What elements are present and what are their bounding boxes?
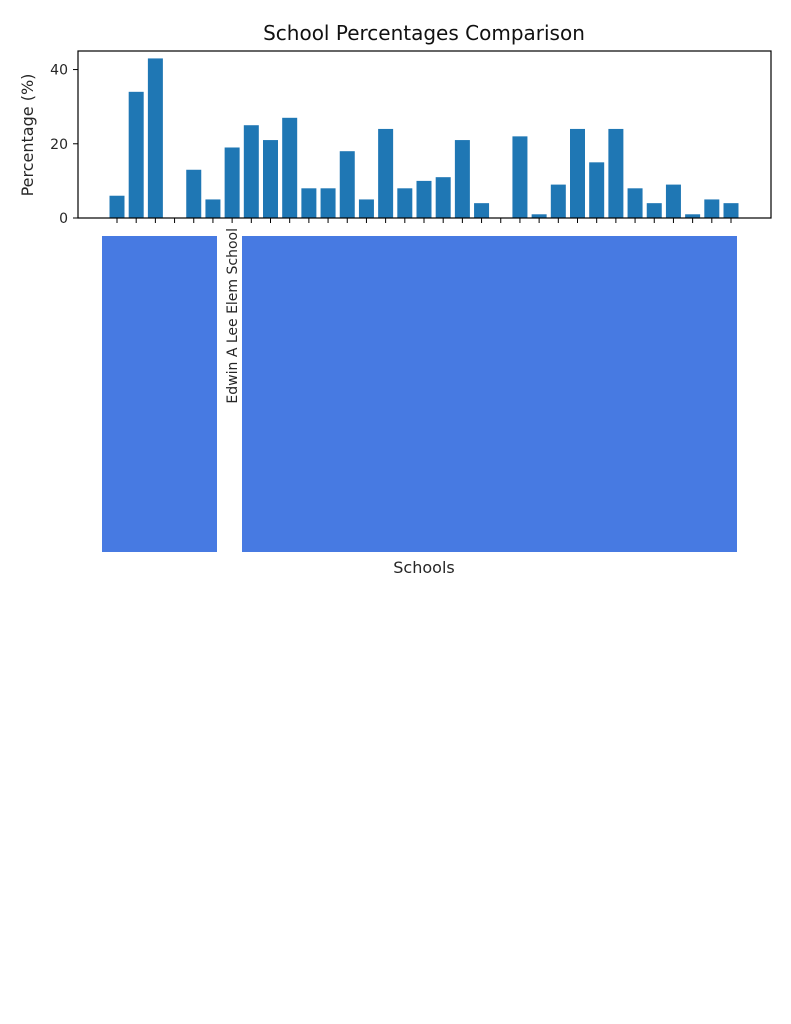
- y-tick-label: 20: [50, 137, 68, 153]
- bar: [665, 184, 681, 218]
- bar: [205, 199, 221, 218]
- bar: [147, 58, 163, 218]
- plot-frame: [77, 50, 772, 219]
- bar: [608, 128, 624, 218]
- x-axis-title: Schools: [393, 558, 454, 577]
- bar: [589, 162, 605, 218]
- bar: [109, 195, 125, 218]
- bar: [685, 214, 701, 218]
- bar: [301, 188, 317, 218]
- bar: [512, 136, 528, 218]
- bar: [320, 188, 336, 218]
- bar: [416, 180, 432, 218]
- bar: [358, 199, 374, 218]
- bar: [243, 125, 259, 218]
- bar: [474, 203, 490, 218]
- x-tick-labels: Edwin A Lee Elem School: [225, 228, 241, 404]
- y-ticks: 0 20 40: [50, 63, 78, 227]
- y-axis-title: Percentage (%): [18, 74, 37, 197]
- bars: [109, 58, 739, 218]
- bar: [186, 169, 202, 218]
- bar: [570, 128, 585, 218]
- redaction-block-right: [242, 236, 737, 552]
- bar: [224, 147, 240, 218]
- bar: [531, 214, 547, 218]
- bar: [397, 188, 413, 218]
- bar: [435, 177, 451, 218]
- bar: [550, 184, 566, 218]
- y-tick-label: 0: [59, 211, 68, 227]
- bar: [454, 140, 470, 218]
- x-tick-label: Edwin A Lee Elem School: [225, 228, 241, 404]
- bar: [339, 151, 355, 218]
- y-tick-label: 40: [50, 63, 68, 79]
- bar: [646, 203, 662, 218]
- bar: [627, 188, 643, 218]
- bar: [282, 117, 298, 218]
- bar: [263, 140, 278, 218]
- bar: [128, 91, 144, 218]
- bar: [378, 128, 394, 218]
- x-ticks: [116, 218, 732, 223]
- bar: [723, 203, 739, 218]
- redaction-block-left: [102, 236, 217, 552]
- bar: [704, 199, 720, 218]
- chart-title: School Percentages Comparison: [263, 21, 585, 45]
